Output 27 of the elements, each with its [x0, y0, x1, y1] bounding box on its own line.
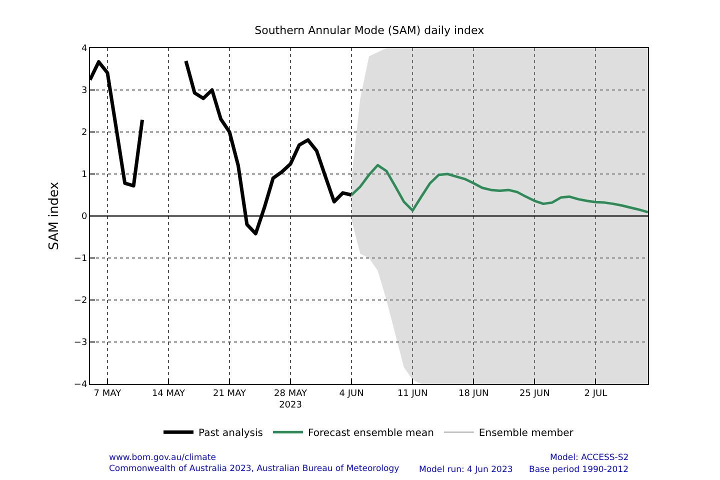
- x-tick-label: 21 MAY: [212, 388, 247, 399]
- text: Model run: 4 Jun 2023 Base period 1990-2012: [419, 465, 629, 475]
- x-tick-label: 4 JUN: [339, 388, 364, 399]
- x-tick-label: 14 MAY: [152, 388, 186, 399]
- x-tick-label: 18 JUN: [458, 388, 489, 399]
- x-tick-label: 11 JUN: [397, 388, 428, 399]
- y-axis-title: SAM index: [46, 182, 62, 250]
- y-tick-label: 1: [81, 170, 88, 180]
- y-tick-label: 4: [81, 44, 88, 54]
- y-tick-label: −2: [74, 296, 88, 306]
- x-tick-label: 28 MAY 2023: [274, 388, 308, 410]
- legend-label: Forecast ensemble mean: [308, 428, 434, 439]
- text: Model: ACCESS-S2: [550, 453, 629, 463]
- legend-label: Ensemble member: [478, 428, 574, 439]
- y-tick-label: −4: [74, 380, 88, 390]
- x-tick-label: 7 MAY: [94, 388, 122, 399]
- legend-label: Past analysis: [198, 428, 264, 439]
- y-tick-label: 3: [81, 86, 88, 96]
- y-tick-label: −1: [74, 254, 88, 264]
- text: www.bom.gov.au/climate Commonwealth of Australia 2023, Australian Bureau of Meteorology: [109, 453, 400, 474]
- y-tick-label: −3: [74, 338, 88, 348]
- chart-title: Southern Annular Mode (SAM) daily index: [254, 24, 485, 38]
- x-tick-label: 25 JUN: [520, 388, 550, 399]
- line-series: [350, 164, 648, 214]
- y-tick-label: 0: [81, 212, 88, 222]
- y-tick-label: 2: [81, 128, 88, 138]
- x-tick-label: 2 JUL: [584, 388, 608, 399]
